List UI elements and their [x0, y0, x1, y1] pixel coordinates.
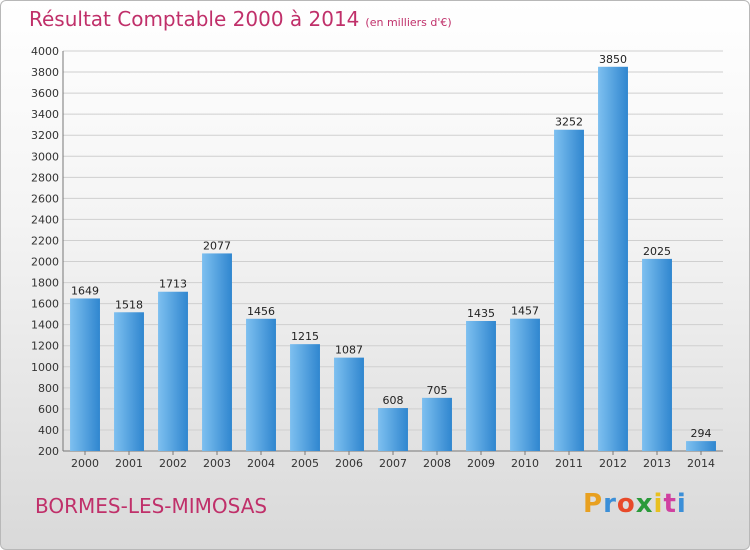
- logo-letter: i: [676, 489, 687, 519]
- y-tick-label: 1200: [31, 340, 59, 353]
- chart-title: Résultat Comptable 2000 à 2014 (en millie…: [29, 7, 452, 31]
- x-tick-label: 2008: [423, 457, 451, 470]
- bar-2000: [70, 298, 100, 451]
- bar-2004: [246, 318, 276, 451]
- y-tick-label: 3000: [31, 150, 59, 163]
- y-tick-labels: 200 400 600 800 1000 1200 1400 1600 1800 2000 2200…: [31, 45, 59, 458]
- data-label-2011: 3252: [555, 116, 583, 129]
- data-label-2007: 608: [383, 394, 404, 407]
- y-tick-label: 2400: [31, 213, 59, 226]
- x-tick-label: 2009: [467, 457, 495, 470]
- x-tick-label: 2001: [115, 457, 143, 470]
- data-label-2000: 1649: [71, 284, 99, 297]
- x-tick-label: 2000: [71, 457, 99, 470]
- data-label-2012: 3850: [599, 53, 627, 66]
- data-label-2005: 1215: [291, 330, 319, 343]
- data-label-2001: 1518: [115, 298, 143, 311]
- x-tick-label: 2003: [203, 457, 231, 470]
- x-tick-label: 2010: [511, 457, 539, 470]
- bar-2010: [510, 318, 540, 451]
- y-tick-label: 1400: [31, 319, 59, 332]
- bar-2001: [114, 312, 144, 451]
- y-tick-label: 1600: [31, 298, 59, 311]
- logo-letter: i: [653, 489, 664, 519]
- y-tick-label: 2600: [31, 192, 59, 205]
- y-tick-label: 2800: [31, 171, 59, 184]
- bar-2002: [158, 291, 188, 451]
- bars: [70, 66, 716, 451]
- proxiti-logo: Proxiti: [583, 489, 687, 519]
- bar-2003: [202, 253, 232, 451]
- bar-2006: [334, 357, 364, 451]
- y-tick-label: 600: [38, 403, 59, 416]
- x-tick-label: 2014: [687, 457, 715, 470]
- data-label-2002: 1713: [159, 278, 187, 291]
- logo-letter: t: [663, 489, 677, 519]
- x-tick-label: 2005: [291, 457, 319, 470]
- y-tick-label: 2000: [31, 256, 59, 269]
- y-tick-label: 1800: [31, 277, 59, 290]
- data-label-2009: 1435: [467, 307, 495, 320]
- bar-2008: [422, 397, 452, 451]
- x-tick-label: 2002: [159, 457, 187, 470]
- y-tick-label: 1000: [31, 361, 59, 374]
- logo-letter: P: [583, 489, 604, 519]
- data-label-2003: 2077: [203, 239, 231, 252]
- y-tick-label: 800: [38, 382, 59, 395]
- data-label-2013: 2025: [643, 245, 671, 258]
- y-tick-label: 4000: [31, 45, 59, 58]
- x-tick-label: 2012: [599, 457, 627, 470]
- data-label-2008: 705: [427, 384, 448, 397]
- chart-title-text: Résultat Comptable 2000 à 2014: [29, 7, 360, 31]
- data-label-2006: 1087: [335, 344, 363, 357]
- x-tick-label: 2013: [643, 457, 671, 470]
- bar-2013: [642, 258, 672, 451]
- bar-2009: [466, 321, 496, 451]
- data-labels: 1649 1518 1713 2077 1456 1215 1087 608 705 1435 14…: [71, 53, 712, 440]
- y-tick-label: 3400: [31, 108, 59, 121]
- x-tick-labels: 2000 2001 2002 2003 2004 2005 2006 2007 2008 2009…: [71, 451, 715, 470]
- bar-2007: [378, 408, 408, 451]
- y-tick-label: 200: [38, 445, 59, 458]
- y-tick-label: 3200: [31, 129, 59, 142]
- y-tick-label: 3800: [31, 66, 59, 79]
- x-tick-label: 2006: [335, 457, 363, 470]
- bar-2012: [598, 66, 628, 451]
- bar-2011: [554, 129, 584, 451]
- logo-letter: x: [635, 489, 654, 519]
- chart-subtitle: (en milliers d'€): [365, 16, 452, 29]
- bar-2005: [290, 344, 320, 451]
- x-tick-label: 2004: [247, 457, 275, 470]
- logo-letter: o: [616, 489, 636, 519]
- data-label-2010: 1457: [511, 305, 539, 318]
- data-label-2004: 1456: [247, 305, 275, 318]
- commune-name: BORMES-LES-MIMOSAS: [35, 494, 268, 518]
- logo-letter: r: [603, 489, 617, 519]
- y-tick-label: 2200: [31, 234, 59, 247]
- x-tick-label: 2011: [555, 457, 583, 470]
- data-label-2014: 294: [691, 427, 712, 440]
- x-tick-label: 2007: [379, 457, 407, 470]
- y-tick-label: 3600: [31, 87, 59, 100]
- bar-2014: [686, 441, 716, 451]
- y-tick-label: 400: [38, 424, 59, 437]
